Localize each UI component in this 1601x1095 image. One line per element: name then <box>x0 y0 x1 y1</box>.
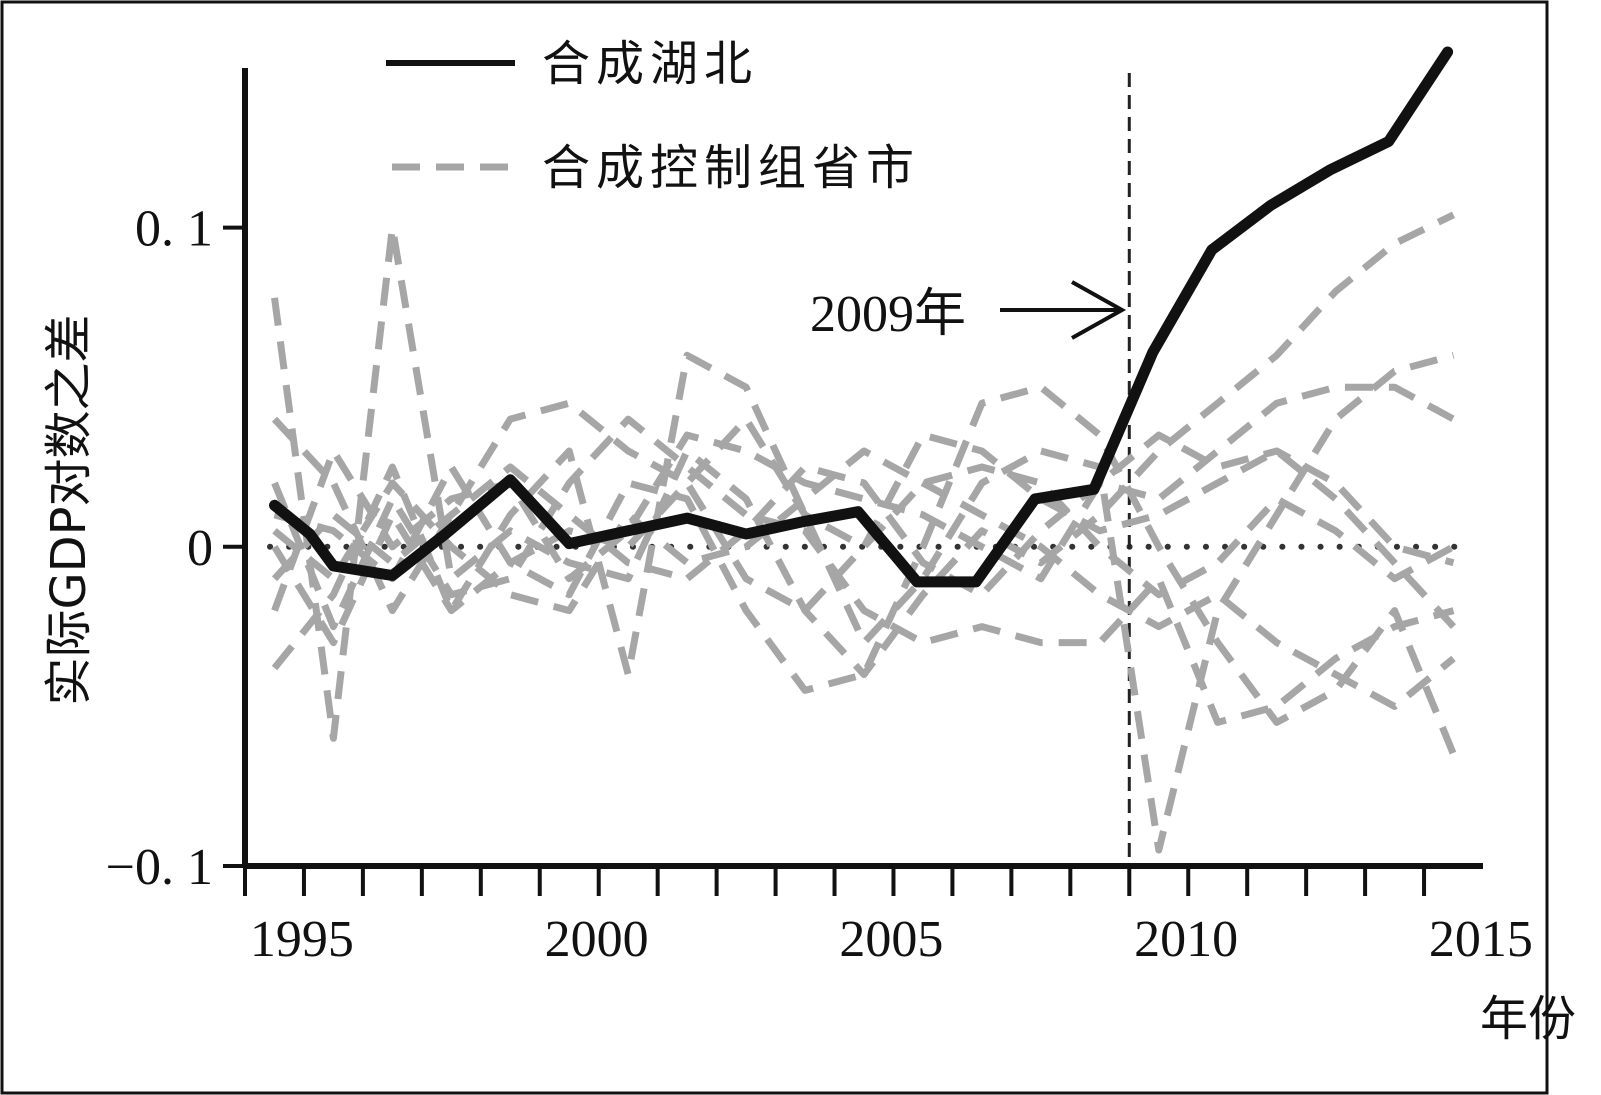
series-line-hubei <box>269 46 1454 588</box>
series-line-control-4 <box>271 415 1455 726</box>
legend-label-hubei: 合成湖北 <box>542 36 758 92</box>
event-arrow-head <box>1071 280 1127 340</box>
axes: −0. 1 0 0. 1 1995 2000 2005 2010 2015 <box>106 68 1533 968</box>
x-tick-label: 2005 <box>839 911 943 968</box>
x-axis-label: 年份 <box>1480 991 1576 1047</box>
series-line-control-8 <box>271 383 1456 599</box>
series-line-control-1 <box>271 211 1456 742</box>
event-label: 2009年 <box>810 286 966 343</box>
y-tick-label: −0. 1 <box>106 839 213 896</box>
series-line-control-9 <box>271 415 1456 647</box>
x-tick-label: 2000 <box>545 911 649 968</box>
treated-series-group <box>269 46 1454 588</box>
y-tick-label: 0 <box>187 520 213 577</box>
control-series-group <box>271 211 1457 854</box>
reference-lines <box>267 73 1463 866</box>
series-line-control-7 <box>272 447 1456 710</box>
x-tick-label: 2015 <box>1429 911 1533 968</box>
legend: 合成湖北 合成控制组省市 <box>386 36 920 196</box>
series-line-control-2 <box>271 351 1455 854</box>
x-tick-label: 2010 <box>1134 911 1238 968</box>
event-annotation: 2009年 <box>810 280 1127 343</box>
series-line-control-5 <box>273 383 1457 756</box>
x-tick-label: 1995 <box>250 911 354 968</box>
y-axis-label: 实际GDP对数之差 <box>41 314 97 705</box>
series-line-control-3 <box>271 399 1457 629</box>
y-tick-label: 0. 1 <box>135 201 213 258</box>
series-line-control-6 <box>271 431 1455 612</box>
chart-frame <box>0 0 1549 1095</box>
legend-label-control: 合成控制组省市 <box>542 140 920 196</box>
